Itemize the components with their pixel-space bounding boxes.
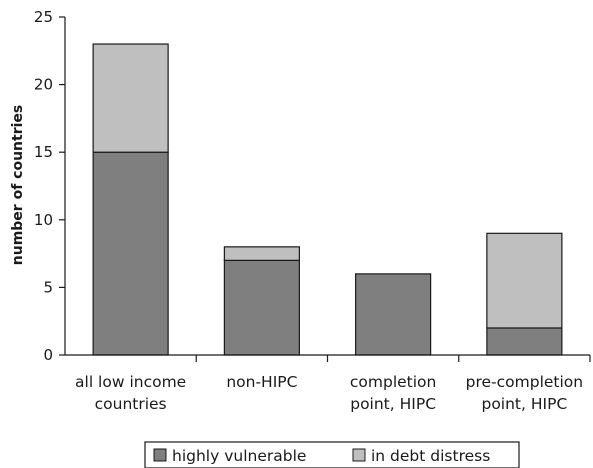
x-tick-label-2: completion point, HIPC xyxy=(350,373,436,413)
y-tick-label-10: 10 xyxy=(34,211,53,229)
x-tick-label-line: countries xyxy=(95,395,167,413)
x-tick-label-line: all low income xyxy=(75,373,186,391)
bar-in-debt-distress-0 xyxy=(92,43,169,153)
x-tick-label-0: all low income countries xyxy=(75,373,186,413)
y-tick-label-25: 25 xyxy=(34,8,53,26)
x-tick-label-line: point, HIPC xyxy=(350,395,436,413)
bar-highly-vulnerable-0 xyxy=(92,151,169,356)
bar-highly-vulnerable-1 xyxy=(223,259,300,356)
legend-label-in-debt-distress: in debt distress xyxy=(371,447,490,465)
y-tick-label-15: 15 xyxy=(34,143,53,161)
legend-label-highly-vulnerable: highly vulnerable xyxy=(172,447,306,465)
x-tick-label-1: non-HIPC xyxy=(226,373,297,391)
bars-layer xyxy=(92,43,563,356)
legend-box xyxy=(144,441,520,468)
bar-highly-vulnerable-2 xyxy=(355,273,432,356)
x-tick-label-line: point, HIPC xyxy=(481,395,567,413)
y-tick-label-20: 20 xyxy=(34,76,53,94)
bar-highly-vulnerable-3 xyxy=(486,327,563,356)
axes-layer: 0 5 10 15 20 25 all low income countries non-HIP… xyxy=(34,8,591,413)
y-tick-label-5: 5 xyxy=(43,278,53,296)
y-tick-label-0: 0 xyxy=(43,346,53,364)
bar-in-debt-distress-1 xyxy=(223,246,300,261)
x-tick-label-line: non-HIPC xyxy=(226,373,297,391)
y-axis-label: number of countries xyxy=(10,105,26,265)
x-tick-label-line: completion xyxy=(350,373,436,391)
legend-swatch-highly-vulnerable xyxy=(153,448,167,462)
legend: highly vulnerable in debt distress xyxy=(144,441,520,468)
x-tick-label-3: pre-completion point, HIPC xyxy=(466,373,583,413)
legend-swatch-in-debt-distress xyxy=(352,448,366,462)
bar-in-debt-distress-3 xyxy=(486,232,563,329)
x-tick-label-line: pre-completion xyxy=(466,373,583,391)
